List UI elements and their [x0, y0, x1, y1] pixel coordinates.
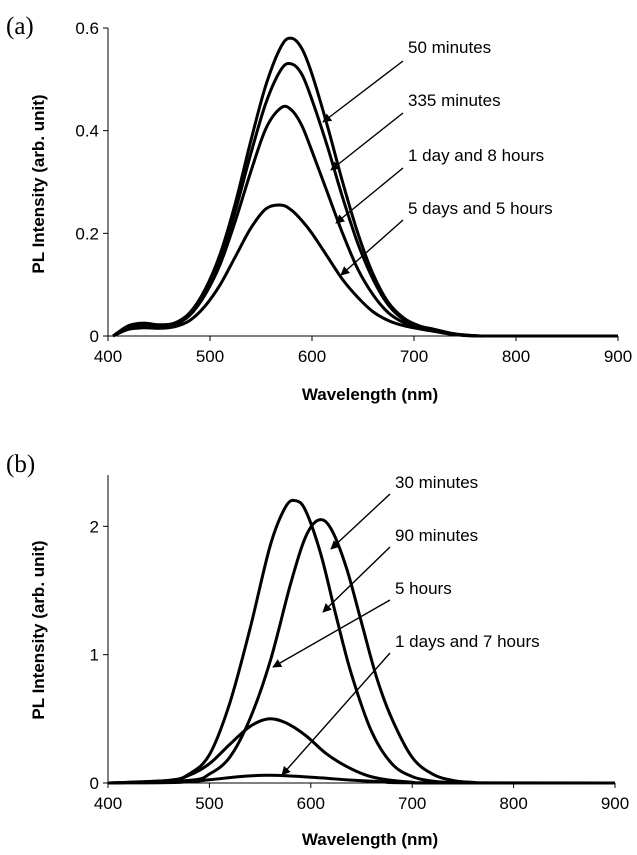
- series-line: [112, 36, 618, 338]
- x-axis-title: Wavelength (nm): [302, 830, 438, 849]
- series-annotation-label: 1 days and 7 hours: [395, 632, 540, 651]
- annotation-arrow: [330, 493, 391, 550]
- series-annotation-label: 5 days and 5 hours: [408, 199, 553, 218]
- series-line: [112, 203, 618, 338]
- x-tick-label: 800: [502, 347, 530, 366]
- chart-panel-b: (b) Wavelength (nm) PL Intensity (arb. u…: [6, 451, 629, 849]
- y-tick-label: 1: [90, 646, 99, 665]
- panel-label: (b): [6, 451, 35, 478]
- x-tick-label: 400: [94, 347, 122, 366]
- y-tick-label: 0.6: [75, 19, 99, 38]
- y-tick-label: 0: [90, 774, 99, 793]
- x-tick-label: 600: [298, 347, 326, 366]
- y-tick-label: 0.4: [75, 122, 99, 141]
- series-annotation-label: 5 hours: [395, 579, 452, 598]
- series-annotation-label: 30 minutes: [395, 473, 478, 492]
- x-tick-label: 800: [499, 794, 527, 813]
- annotation-arrow: [322, 60, 404, 123]
- series-line: [107, 717, 616, 785]
- y-tick-label: 0: [90, 327, 99, 346]
- x-tick-label: 900: [604, 347, 632, 366]
- y-axis-title: PL Intensity (arb. unit): [29, 94, 48, 273]
- series-annotation-label: 90 minutes: [395, 526, 478, 545]
- x-tick-label: 600: [297, 794, 325, 813]
- x-axis-title: Wavelength (nm): [302, 385, 438, 404]
- y-tick-label: 2: [90, 517, 99, 536]
- x-tick-label: 500: [196, 347, 224, 366]
- annotation-arrow: [322, 546, 391, 613]
- series-line: [107, 498, 616, 785]
- x-tick-label: 700: [400, 347, 428, 366]
- series-annotation-label: 1 day and 8 hours: [408, 146, 544, 165]
- x-tick-label: 900: [601, 794, 629, 813]
- series-annotation-label: 50 minutes: [408, 38, 491, 57]
- annotation-arrow: [330, 112, 404, 171]
- series-line: [107, 518, 616, 785]
- series-line: [107, 773, 616, 785]
- x-tick-label: 700: [398, 794, 426, 813]
- y-axis-title: PL Intensity (arb. unit): [29, 540, 48, 719]
- y-tick-label: 0.2: [75, 224, 99, 243]
- chart-panel-a: (a) Wavelength (nm) PL Intensity (arb. u…: [6, 13, 632, 404]
- annotation-arrow: [272, 599, 391, 668]
- x-tick-label: 500: [195, 794, 223, 813]
- annotation-arrow: [340, 219, 404, 276]
- annotation-arrow: [335, 167, 404, 224]
- panel-label: (a): [6, 13, 34, 40]
- x-tick-label: 400: [94, 794, 122, 813]
- series-annotation-label: 335 minutes: [408, 91, 501, 110]
- series-line: [112, 104, 618, 338]
- annotation-arrow: [281, 652, 391, 776]
